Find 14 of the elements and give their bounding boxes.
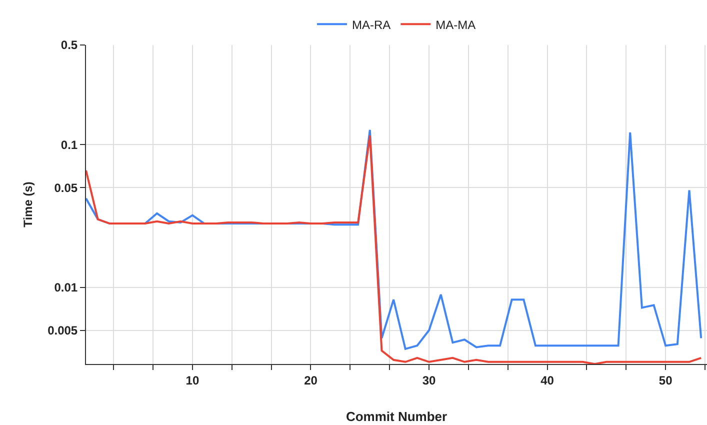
- x-tick-label: 50: [658, 373, 673, 388]
- x-tick-label: 30: [422, 373, 436, 388]
- legend-label: MA-MA: [436, 18, 476, 32]
- y-tick-label: 0.01: [54, 280, 78, 295]
- x-tick-label: 20: [304, 373, 318, 388]
- y-tick-label: 0.005: [48, 323, 78, 338]
- x-tick-label: 10: [186, 373, 200, 388]
- x-tick-label: 40: [540, 373, 554, 388]
- y-tick-label: 0.05: [54, 180, 78, 195]
- y-axis-title: Time (s): [20, 182, 35, 228]
- y-tick-label: 0.5: [60, 38, 78, 52]
- y-tick-label: 0.1: [60, 138, 78, 152]
- legend-label: MA-RA: [352, 18, 391, 32]
- x-axis-title: Commit Number: [346, 409, 448, 424]
